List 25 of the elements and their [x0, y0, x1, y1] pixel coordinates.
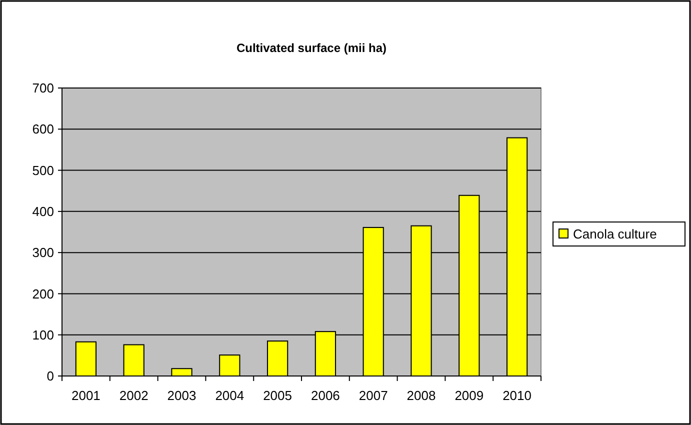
y-tick-label: 700 — [32, 80, 54, 96]
y-tick-label: 0 — [46, 368, 54, 384]
x-tick-label: 2010 — [502, 388, 532, 403]
x-tick-label: 2006 — [310, 388, 340, 403]
y-tick-label: 600 — [32, 122, 54, 137]
y-tick-label: 100 — [32, 327, 54, 342]
x-tick-label: 2003 — [167, 388, 196, 403]
y-tick-label: 300 — [32, 245, 54, 260]
x-tick-label: 2004 — [215, 388, 244, 403]
bar — [171, 368, 192, 376]
legend-label: Canola culture — [573, 226, 657, 242]
bar — [75, 341, 97, 376]
bar — [123, 344, 144, 376]
x-tick-label: 2001 — [71, 388, 100, 403]
x-tick-label: 2009 — [454, 388, 484, 403]
x-tick-label: 2008 — [406, 388, 436, 403]
y-tick-label: 200 — [32, 286, 54, 302]
chart-title: Cultivated surface (mii ha) — [236, 41, 387, 55]
x-tick-label: 2007 — [358, 388, 388, 403]
x-tick-label: 2002 — [119, 388, 148, 403]
x-tick-label: 2005 — [263, 388, 292, 403]
y-tick-label: 500 — [32, 162, 54, 178]
y-tick-label: 400 — [32, 204, 54, 219]
bar — [266, 340, 288, 376]
bar — [219, 354, 240, 376]
